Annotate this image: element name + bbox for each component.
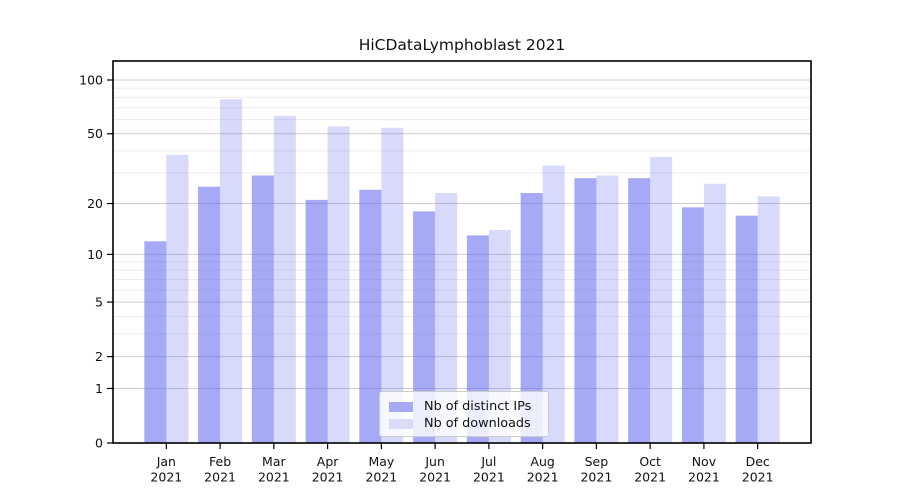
x-tick-label: Feb 2021 <box>204 454 236 485</box>
bar-downloads-may[interactable] <box>381 127 404 443</box>
bar-ips-feb[interactable] <box>198 186 221 444</box>
y-tick-label: 100 <box>79 73 103 88</box>
bar-downloads-sep[interactable] <box>596 175 619 443</box>
bar-ips-aug[interactable] <box>520 193 543 443</box>
legend-swatch-downloads <box>389 418 413 429</box>
legend-item-downloads[interactable]: Nb of downloads <box>389 415 548 432</box>
bar-downloads-dec[interactable] <box>757 196 780 443</box>
legend-label: Nb of downloads <box>424 416 531 431</box>
x-tick-label: Nov 2021 <box>688 454 720 485</box>
x-tick-label: Jun 2021 <box>419 454 451 485</box>
bar-ips-nov[interactable] <box>681 207 704 443</box>
bar-downloads-mar[interactable] <box>273 115 296 443</box>
bar-ips-dec[interactable] <box>735 215 758 443</box>
bar-downloads-oct[interactable] <box>650 156 673 443</box>
bar-ips-jan[interactable] <box>144 241 167 443</box>
bar-ips-jun[interactable] <box>413 211 436 443</box>
y-tick-label: 10 <box>87 247 103 262</box>
bar-downloads-jan[interactable] <box>166 154 189 443</box>
bar-downloads-nov[interactable] <box>703 183 726 444</box>
x-tick-label: Sep 2021 <box>580 454 612 485</box>
bar-downloads-aug[interactable] <box>542 165 565 444</box>
x-tick-label: Mar 2021 <box>258 454 290 485</box>
x-tick-label: Aug 2021 <box>527 454 559 485</box>
y-tick-label: 20 <box>87 196 103 211</box>
bar-ips-oct[interactable] <box>628 178 651 443</box>
legend-swatch-distinct-ips <box>389 401 413 412</box>
x-tick-label: Oct 2021 <box>634 454 666 485</box>
y-tick-label: 0 <box>95 436 103 451</box>
bar-ips-may[interactable] <box>359 189 382 443</box>
legend-item-distinct-ips[interactable]: Nb of distinct IPs <box>389 398 548 415</box>
axis-frame <box>112 60 812 444</box>
x-tick-label: May 2021 <box>365 454 397 485</box>
y-tick-label: 1 <box>95 381 103 396</box>
x-tick-label: Dec 2021 <box>742 454 774 485</box>
chart-legend: Nb of distinct IPs Nb of downloads <box>379 391 549 437</box>
bar-ips-apr[interactable] <box>305 199 328 443</box>
x-tick-label: Jan 2021 <box>150 454 182 485</box>
x-tick-label: Jul 2021 <box>473 454 505 485</box>
y-tick-label: 50 <box>87 126 103 141</box>
chart-title: HiCDataLymphoblast 2021 <box>358 36 566 54</box>
bar-ips-sep[interactable] <box>574 178 597 443</box>
bar-ips-mar[interactable] <box>251 175 274 443</box>
bar-downloads-apr[interactable] <box>327 126 350 443</box>
y-tick-label: 5 <box>95 295 103 310</box>
bar-downloads-jul[interactable] <box>488 229 511 443</box>
bar-downloads-jun[interactable] <box>435 193 458 443</box>
legend-label: Nb of distinct IPs <box>424 399 532 414</box>
bar-downloads-feb[interactable] <box>220 99 243 444</box>
x-tick-label: Apr 2021 <box>312 454 344 485</box>
y-tick-label: 2 <box>95 349 103 364</box>
